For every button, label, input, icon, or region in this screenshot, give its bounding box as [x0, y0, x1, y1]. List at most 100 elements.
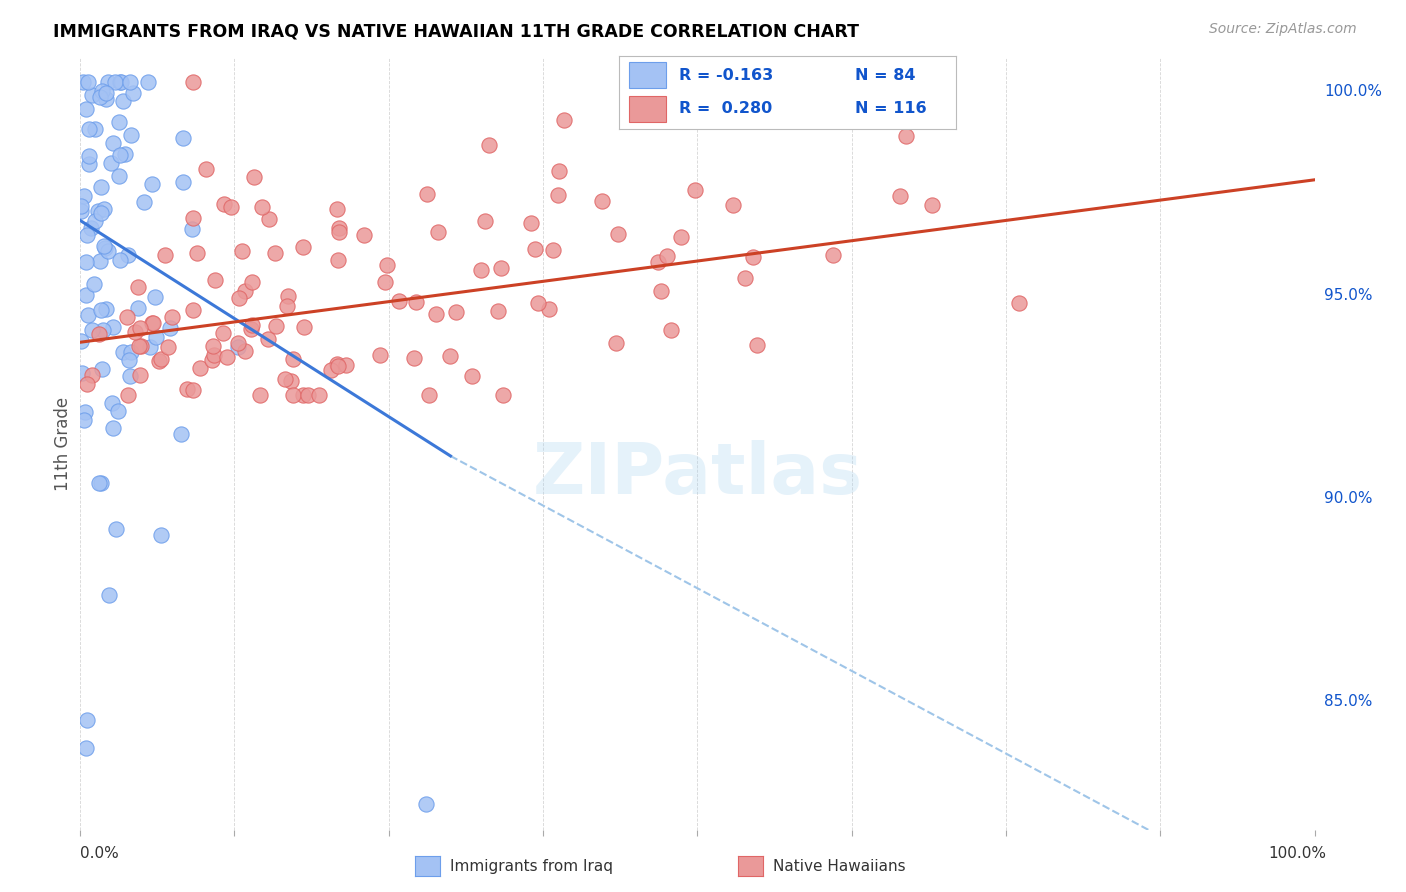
Point	[148, 354, 170, 368]
Point	[72, 75, 94, 89]
Point	[250, 200, 273, 214]
Point	[659, 323, 682, 337]
Point	[249, 388, 271, 402]
Point	[741, 79, 763, 94]
FancyBboxPatch shape	[628, 62, 666, 88]
Point	[150, 527, 173, 541]
Point	[204, 273, 226, 287]
Point	[375, 258, 398, 272]
Point	[439, 349, 461, 363]
Point	[128, 321, 150, 335]
Point	[547, 163, 569, 178]
Point	[217, 350, 239, 364]
Point	[328, 226, 350, 240]
Point	[606, 227, 628, 242]
Point	[76, 713, 98, 727]
Point	[280, 374, 302, 388]
Point	[75, 287, 97, 301]
Point	[243, 169, 266, 184]
Point	[239, 322, 262, 336]
Point	[79, 157, 101, 171]
Point	[921, 198, 943, 212]
Point	[335, 358, 357, 372]
Point	[274, 372, 297, 386]
Point	[157, 340, 180, 354]
Point	[120, 128, 142, 142]
Point	[101, 136, 124, 150]
Point	[172, 175, 194, 189]
Point	[136, 75, 159, 89]
Point	[82, 88, 104, 103]
Point	[281, 351, 304, 366]
Point	[782, 98, 804, 112]
Point	[201, 353, 224, 368]
Point	[90, 180, 112, 194]
Point	[124, 326, 146, 340]
Point	[73, 413, 96, 427]
Point	[108, 115, 131, 129]
Point	[120, 345, 142, 359]
Point	[104, 75, 127, 89]
Point	[150, 352, 173, 367]
Point	[181, 211, 204, 225]
Point	[75, 103, 97, 117]
Point	[77, 149, 100, 163]
Text: 100.0%: 100.0%	[1268, 846, 1326, 861]
Point	[108, 148, 131, 162]
Point	[128, 368, 150, 383]
Point	[169, 427, 191, 442]
Point	[328, 221, 350, 235]
Point	[418, 388, 440, 402]
Point	[76, 377, 98, 392]
Point	[89, 254, 111, 268]
Point	[297, 388, 319, 402]
Point	[212, 326, 235, 341]
Point	[240, 318, 263, 332]
Point	[90, 362, 112, 376]
Point	[889, 188, 911, 202]
Point	[90, 476, 112, 491]
Point	[80, 322, 103, 336]
Point	[669, 230, 692, 244]
Point	[486, 303, 509, 318]
Point	[82, 368, 104, 383]
Point	[721, 198, 744, 212]
Point	[70, 366, 93, 380]
Text: N = 116: N = 116	[855, 102, 927, 116]
Point	[353, 227, 375, 242]
Point	[896, 129, 918, 144]
Point	[111, 94, 134, 108]
Point	[405, 294, 427, 309]
Point	[111, 344, 134, 359]
Point	[388, 294, 411, 309]
Point	[100, 155, 122, 169]
Point	[117, 310, 139, 324]
Point	[226, 340, 249, 354]
Point	[308, 388, 330, 402]
Point	[121, 86, 143, 100]
Point	[547, 187, 569, 202]
Point	[105, 522, 128, 536]
Point	[98, 588, 121, 602]
Point	[374, 276, 396, 290]
Point	[492, 388, 515, 402]
Point	[186, 246, 208, 260]
Point	[470, 262, 492, 277]
Point	[138, 340, 160, 354]
Point	[129, 339, 152, 353]
Point	[647, 254, 669, 268]
Point	[75, 255, 97, 269]
Point	[153, 247, 176, 261]
Text: Source: ZipAtlas.com: Source: ZipAtlas.com	[1209, 22, 1357, 37]
Point	[228, 291, 250, 305]
Point	[117, 388, 139, 402]
Text: Native Hawaiians: Native Hawaiians	[773, 859, 905, 873]
Point	[328, 253, 350, 268]
Point	[478, 138, 501, 153]
Point	[91, 323, 114, 337]
Point	[426, 225, 449, 239]
Point	[219, 200, 242, 214]
Point	[489, 260, 512, 275]
Point	[276, 299, 298, 313]
Point	[118, 353, 141, 368]
